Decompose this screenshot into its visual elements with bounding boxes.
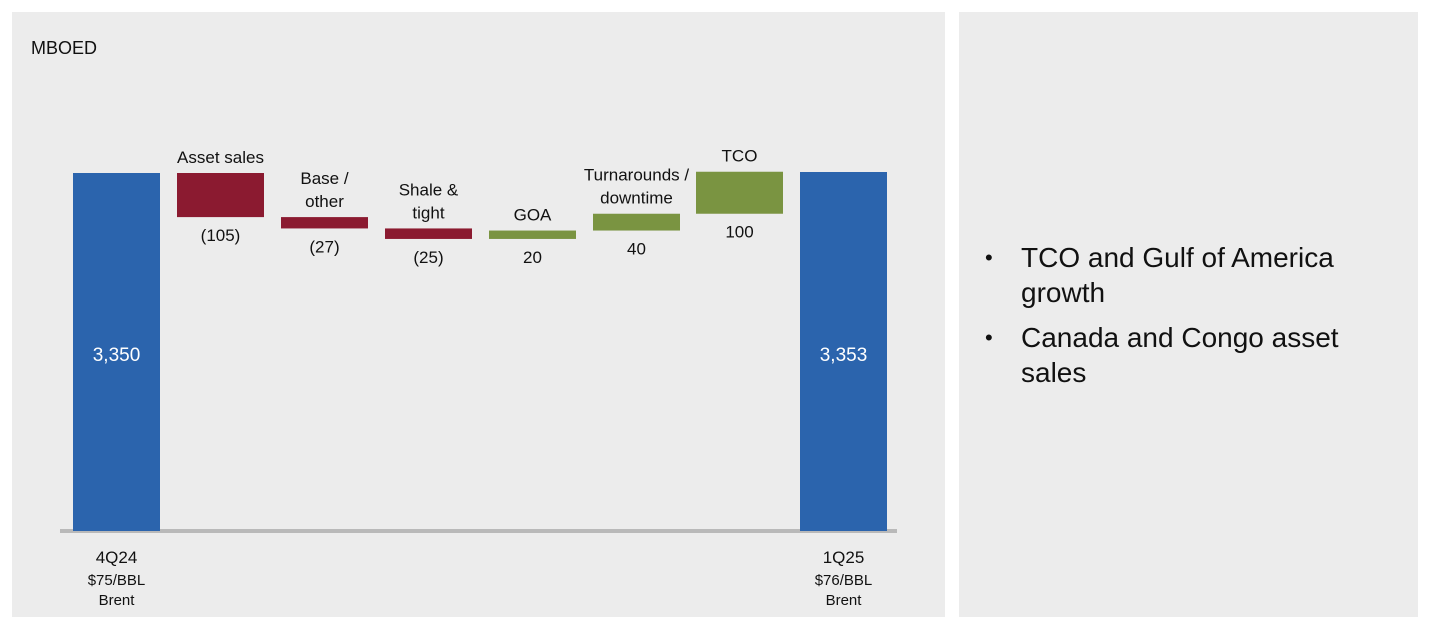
step-category-label: Asset sales xyxy=(177,148,264,167)
step-bar xyxy=(489,230,576,239)
step-bar xyxy=(593,213,680,231)
step-category-label: tight xyxy=(412,203,444,222)
step-bar xyxy=(696,171,783,214)
waterfall-chart: 3,350 4Q24 $75/BBL Brent (105) Asset sales (27… xyxy=(60,147,897,609)
step-value-label: (27) xyxy=(309,237,339,256)
note-item: • Canada and Congo asset sales xyxy=(985,320,1385,390)
note-text: Canada and Congo asset sales xyxy=(1021,322,1339,388)
step-value-label: 40 xyxy=(627,240,646,259)
note-item: • TCO and Gulf of America growth xyxy=(985,240,1385,310)
step-category-label: GOA xyxy=(514,206,552,225)
category-label: 4Q24 xyxy=(96,548,138,567)
step-category-label: Turnarounds / xyxy=(584,166,689,185)
notes-list: • TCO and Gulf of America growth • Canad… xyxy=(985,240,1385,400)
step-value-label: (105) xyxy=(201,226,241,245)
step-category-label: Shale & xyxy=(399,180,459,199)
category-sublabel: $75/BBL xyxy=(88,572,146,589)
step-category-label: other xyxy=(305,192,344,211)
bar-1q25 xyxy=(800,172,887,531)
step-category-label: Base / xyxy=(300,169,348,188)
bullet-glyph: • xyxy=(985,245,993,270)
bar-4q24 xyxy=(73,173,160,531)
bar-value-label: 3,353 xyxy=(820,345,868,366)
category-sublabel: Brent xyxy=(99,592,136,609)
note-text: TCO and Gulf of America growth xyxy=(1021,242,1334,308)
step-category-label: downtime xyxy=(600,189,673,208)
category-label: 1Q25 xyxy=(823,548,865,567)
notes-panel xyxy=(959,12,1418,617)
bar-value-label: 3,350 xyxy=(93,345,141,366)
step-value-label: 20 xyxy=(523,248,542,267)
step-bar xyxy=(385,228,472,239)
category-sublabel: Brent xyxy=(826,592,863,609)
unit-label: MBOED xyxy=(31,38,98,58)
category-sublabel: $76/BBL xyxy=(815,572,873,589)
bullet-glyph: • xyxy=(985,325,993,350)
step-category-label: TCO xyxy=(722,147,758,166)
step-value-label: (25) xyxy=(413,248,443,267)
chart-panel xyxy=(12,12,945,617)
step-bar xyxy=(177,173,264,218)
step-value-label: 100 xyxy=(725,223,753,242)
step-bar xyxy=(281,217,368,229)
